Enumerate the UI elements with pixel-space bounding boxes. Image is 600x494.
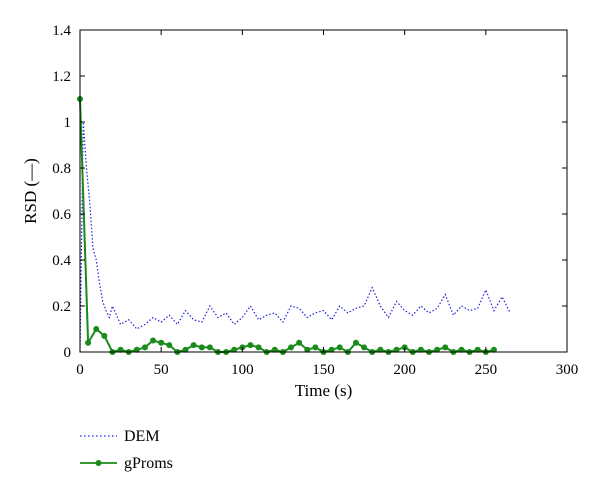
gproms-data-point (288, 344, 295, 351)
gproms-data-point (247, 342, 254, 349)
gproms-data-point (336, 344, 343, 351)
gproms-data-point (393, 346, 400, 353)
legend-gproms-marker (95, 460, 102, 466)
y-tick-label: 1.4 (52, 23, 71, 39)
gproms-data-point (255, 344, 262, 351)
gproms-data-point (141, 344, 148, 351)
x-tick-label: 200 (393, 362, 416, 378)
gproms-series-line (79, 98, 495, 354)
gproms-data-point (101, 332, 108, 339)
gproms-data-point (377, 346, 384, 353)
plot-frame (79, 29, 568, 353)
y-tick-label: 0.8 (52, 161, 71, 177)
gproms-data-point (150, 337, 157, 344)
x-tick-label: 0 (76, 362, 84, 378)
gproms-data-point (231, 346, 238, 353)
gproms-data-point (117, 346, 124, 353)
gproms-data-point (296, 339, 303, 346)
gproms-data-point (352, 339, 359, 346)
x-axis-label: Time (s) (295, 381, 352, 400)
x-tick-label: 50 (154, 362, 169, 378)
y-tick-label: 1 (64, 115, 72, 131)
y-axis-label: RSD (—) (21, 158, 40, 224)
legend-gproms-label: gProms (124, 455, 173, 472)
dem-series-line (79, 121, 511, 353)
legend-dem-label: DEM (124, 428, 160, 445)
gproms-data-point (198, 344, 205, 351)
x-tick-label: 250 (475, 362, 498, 378)
gproms-data-point (490, 346, 497, 353)
legend: DEM gProms (80, 428, 173, 472)
gproms-data-point (271, 346, 278, 353)
gproms-data-point (190, 342, 197, 349)
gproms-data-point (312, 344, 319, 351)
gproms-data-point (434, 346, 441, 353)
y-tick-label: 0 (64, 345, 72, 361)
gproms-data-point (166, 342, 173, 349)
gproms-data-point (93, 326, 100, 332)
gproms-data-point (158, 339, 165, 346)
gproms-data-point (182, 346, 189, 353)
y-tick-label: 1.2 (52, 69, 71, 85)
gproms-data-point (206, 344, 213, 351)
x-tick-label: 150 (312, 362, 335, 378)
gproms-data-point (474, 346, 481, 353)
y-tick-label: 0.2 (52, 299, 71, 315)
gproms-data-point (133, 346, 140, 353)
x-tick-label: 100 (231, 362, 254, 378)
gproms-data-point (304, 346, 311, 353)
gproms-data-point (328, 346, 335, 353)
y-tick-label: 0.4 (52, 253, 71, 269)
gproms-data-point (361, 344, 368, 351)
gproms-data-point (85, 339, 92, 346)
gproms-data-point (442, 344, 449, 351)
gproms-data-point (458, 346, 465, 353)
gproms-data-point (417, 346, 424, 353)
y-tick-label: 0.6 (52, 207, 71, 223)
x-tick-label: 300 (556, 362, 579, 378)
